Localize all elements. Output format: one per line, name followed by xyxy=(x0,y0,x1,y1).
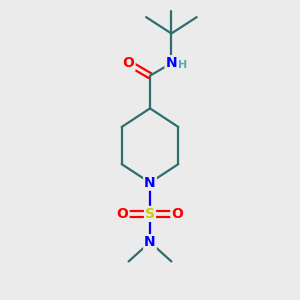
Text: H: H xyxy=(178,60,187,70)
Text: O: O xyxy=(123,56,134,70)
Text: S: S xyxy=(145,207,155,221)
Text: O: O xyxy=(171,207,183,221)
Text: N: N xyxy=(144,235,156,249)
Text: N: N xyxy=(166,56,177,70)
Text: O: O xyxy=(117,207,129,221)
Text: N: N xyxy=(144,176,156,190)
